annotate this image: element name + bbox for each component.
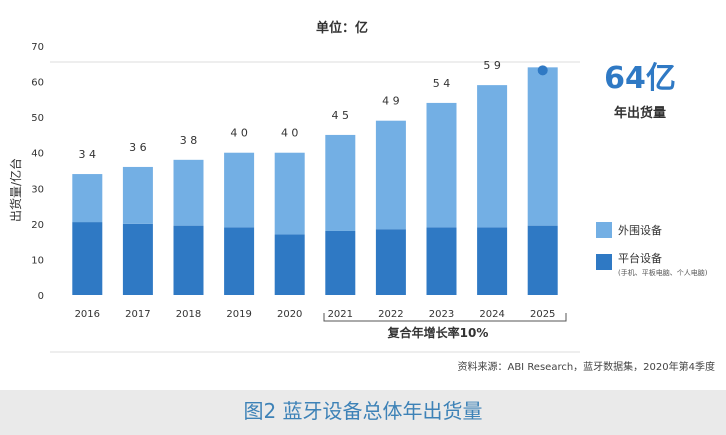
bar-platform [224, 227, 255, 295]
cagr-label: 复合年增长率10% [387, 325, 489, 340]
y-tick-label: 10 [31, 255, 44, 266]
x-tick-label: 2021 [328, 309, 353, 320]
x-axis-ticks: 2016 2017 2018 2019 2020 2021 2022 2023 2024 2025 [75, 309, 556, 320]
bar-peripheral [426, 102, 457, 228]
y-tick-label: 50 [31, 113, 44, 124]
bar-peripheral [477, 85, 508, 228]
y-tick-label: 30 [31, 184, 44, 195]
bar-platform [325, 230, 356, 295]
x-tick-label: 2020 [277, 309, 302, 320]
x-tick-label: 2025 [530, 309, 555, 320]
legend-swatch-platform [596, 254, 612, 270]
bar-peripheral [122, 166, 153, 224]
bar-platform [122, 223, 153, 295]
x-tick-label: 2022 [378, 309, 403, 320]
bar-peripheral [173, 159, 204, 226]
legend-swatch-peripheral [596, 222, 612, 238]
total-label: 5 9 [483, 59, 501, 72]
total-label: 4 0 [230, 127, 248, 140]
y-axis-label: 出货量/亿台 [8, 158, 23, 222]
y-tick-label: 0 [38, 291, 44, 302]
x-tick-label: 2017 [125, 309, 150, 320]
highlight-value: 64亿 [604, 61, 676, 96]
x-tick-label: 2019 [226, 309, 251, 320]
total-label: 3 4 [79, 148, 97, 161]
bar-peripheral [224, 152, 255, 228]
legend-label-platform: 平台设备 [618, 251, 662, 265]
bar-peripheral [72, 174, 103, 223]
total-label: 4 5 [332, 109, 350, 122]
y-tick-label: 40 [31, 149, 44, 160]
x-tick-label: 2024 [479, 309, 504, 320]
source-note: 资料来源：ABI Research，蓝牙数据集，2020年第4季度 [457, 360, 715, 373]
x-tick-label: 2023 [429, 309, 454, 320]
bar-peripheral [274, 152, 305, 235]
bar-platform [527, 225, 558, 295]
total-label: 3 8 [180, 134, 198, 147]
highlight-dot [537, 65, 548, 76]
total-label: 4 0 [281, 127, 299, 140]
total-label: 3 6 [129, 141, 147, 154]
legend-note-platform: (手机、平板电脑、个人电脑) [618, 268, 708, 277]
bar-platform [426, 227, 457, 295]
highlight-caption: 年出货量 [614, 105, 666, 121]
bar-platform [173, 225, 204, 295]
y-axis-ticks: 0 10 20 30 40 50 60 70 [31, 42, 44, 302]
bar-peripheral [375, 120, 406, 230]
bar-peripheral [325, 134, 356, 231]
total-label: 5 4 [433, 77, 451, 90]
bar-platform [274, 234, 305, 295]
bar-platform [477, 227, 508, 295]
y-tick-label: 60 [31, 78, 44, 89]
cagr-bracket [323, 313, 567, 322]
x-tick-label: 2016 [75, 309, 100, 320]
total-label: 4 9 [382, 95, 400, 108]
bar-peripheral [527, 67, 558, 226]
unit-label: 单位：亿 [316, 20, 368, 36]
bar-platform [375, 229, 406, 295]
figure-caption: 图2 蓝牙设备总体年出货量 [243, 399, 482, 423]
y-tick-label: 70 [31, 42, 44, 53]
y-tick-label: 20 [31, 220, 44, 231]
bar-platform [72, 222, 103, 295]
legend-label-peripheral: 外围设备 [618, 223, 662, 237]
x-tick-label: 2018 [176, 309, 201, 320]
total-labels: 3 4 3 6 3 8 4 0 4 0 4 5 4 9 5 4 5 9 [79, 59, 501, 161]
bars [72, 67, 558, 295]
chart-panel [0, 0, 726, 390]
